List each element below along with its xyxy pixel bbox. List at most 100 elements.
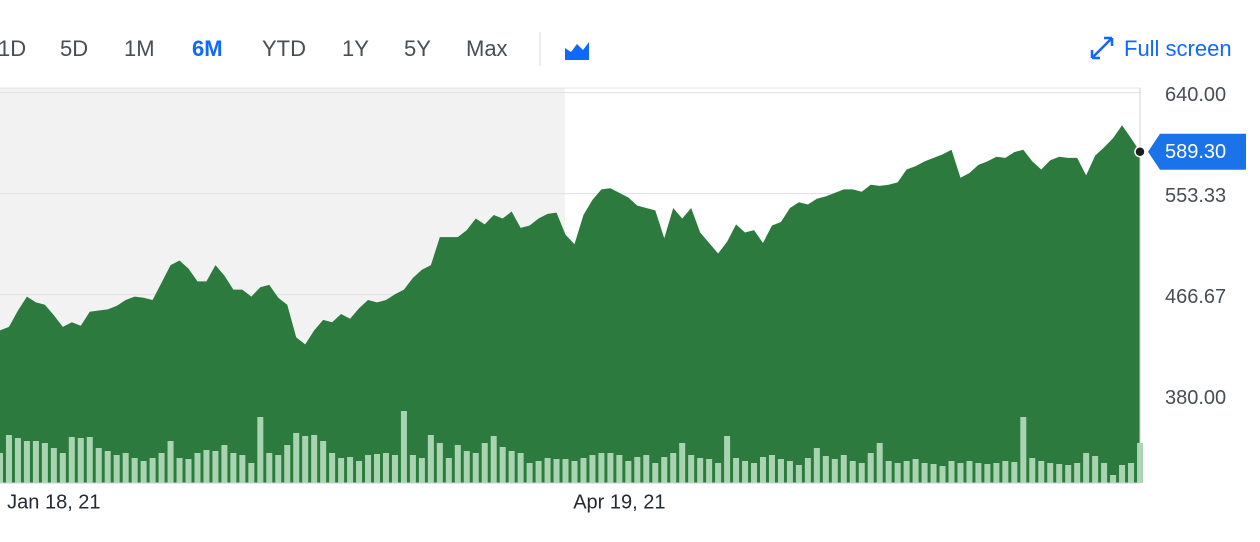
- current-price-tag: [1148, 133, 1246, 170]
- volume-bar: [697, 458, 704, 483]
- volume-bar: [284, 445, 291, 483]
- volume-bar: [921, 463, 928, 483]
- volume-bar: [194, 453, 201, 483]
- volume-bar: [1110, 475, 1117, 483]
- volume-bar: [212, 451, 219, 483]
- volume-bar: [526, 463, 533, 483]
- volume-bar: [984, 464, 991, 483]
- volume-bar: [849, 461, 856, 483]
- range-button[interactable]: 1D: [0, 36, 26, 61]
- volume-bar: [634, 457, 641, 483]
- volume-bar: [912, 459, 919, 483]
- volume-bar: [158, 453, 165, 483]
- range-button[interactable]: 1M: [124, 36, 155, 61]
- volume-bar: [239, 455, 246, 483]
- y-tick-label: 553.33: [1165, 185, 1226, 207]
- y-tick-label: 640.00: [1165, 84, 1226, 106]
- volume-bar: [786, 461, 793, 483]
- range-button[interactable]: YTD: [262, 36, 306, 61]
- x-tick-label: Jan 18, 21: [7, 491, 100, 513]
- volume-bar: [535, 461, 542, 483]
- volume-bar: [957, 463, 964, 483]
- volume-bar: [724, 436, 731, 483]
- x-tick-label: Apr 19, 21: [573, 491, 665, 513]
- volume-bar: [670, 453, 677, 483]
- volume-bar: [1020, 417, 1027, 483]
- volume-bar: [804, 458, 811, 483]
- volume-bar: [1065, 465, 1072, 483]
- volume-bar: [176, 458, 183, 483]
- volume-bar: [715, 463, 722, 483]
- volume-bar: [230, 453, 237, 483]
- volume-bar: [50, 448, 57, 483]
- volume-bar: [643, 455, 650, 483]
- y-tick-label: 380.00: [1165, 387, 1226, 409]
- volume-bar: [463, 451, 470, 483]
- volume-bar: [400, 411, 407, 483]
- volume-bar: [481, 443, 488, 483]
- volume-bar: [221, 445, 228, 483]
- volume-bar: [598, 453, 605, 483]
- range-button[interactable]: 6M: [192, 36, 223, 61]
- volume-bar: [140, 461, 147, 483]
- volume-bar: [625, 461, 632, 483]
- volume-bar: [41, 443, 48, 483]
- volume-bar: [338, 458, 345, 483]
- volume-bar: [77, 438, 84, 483]
- current-point: [1134, 145, 1146, 158]
- volume-bar: [993, 463, 1000, 483]
- volume-bar: [1047, 463, 1054, 483]
- volume-bar: [1074, 463, 1081, 483]
- volume-bar: [948, 461, 955, 483]
- volume-bar: [706, 459, 713, 483]
- volume-bar: [320, 441, 327, 483]
- volume-bar: [688, 455, 695, 483]
- volume-bar: [374, 454, 381, 483]
- volume-bar: [517, 453, 524, 483]
- volume-bar: [903, 461, 910, 483]
- volume-bar: [1011, 462, 1018, 483]
- volume-bar: [1002, 461, 1009, 483]
- chart-type-button[interactable]: [565, 42, 589, 60]
- volume-bar: [652, 463, 659, 483]
- volume-bar: [975, 463, 982, 483]
- volume-bar: [939, 466, 946, 483]
- volume-bar: [382, 453, 389, 483]
- volume-bar: [409, 455, 416, 483]
- volume-bar: [95, 448, 102, 483]
- volume-bar: [571, 461, 578, 483]
- volume-bar: [966, 461, 973, 483]
- volume-bar: [858, 463, 865, 483]
- volume-bar: [840, 455, 847, 483]
- range-button[interactable]: 1Y: [342, 36, 369, 61]
- volume-bar: [167, 441, 174, 483]
- volume-bar: [1119, 465, 1126, 483]
- volume-bar: [23, 441, 30, 483]
- volume-bar: [436, 443, 443, 483]
- volume-bar: [149, 458, 156, 483]
- volume-bar: [544, 458, 551, 483]
- volume-bar: [508, 451, 515, 483]
- volume-bar: [86, 437, 93, 483]
- volume-bar: [768, 455, 775, 483]
- volume-bar: [1056, 464, 1063, 483]
- volume-bar: [759, 457, 766, 483]
- volume-bar: [347, 457, 354, 483]
- full-screen-button[interactable]: Full screen: [1090, 36, 1232, 61]
- volume-bar: [472, 453, 479, 483]
- volume-bar: [365, 455, 372, 483]
- y-tick-label: 466.67: [1165, 286, 1226, 308]
- volume-bar: [1083, 453, 1090, 483]
- volume-bar: [391, 455, 398, 483]
- volume-bar: [32, 441, 39, 483]
- volume-bar: [293, 433, 300, 483]
- volume-bar: [113, 455, 120, 483]
- volume-bar: [14, 438, 21, 483]
- volume-bar: [445, 458, 452, 483]
- range-button[interactable]: Max: [466, 36, 508, 61]
- volume-bar: [104, 451, 111, 483]
- range-button[interactable]: 5Y: [404, 36, 431, 61]
- range-button[interactable]: 5D: [60, 36, 88, 61]
- volume-bar: [589, 455, 596, 483]
